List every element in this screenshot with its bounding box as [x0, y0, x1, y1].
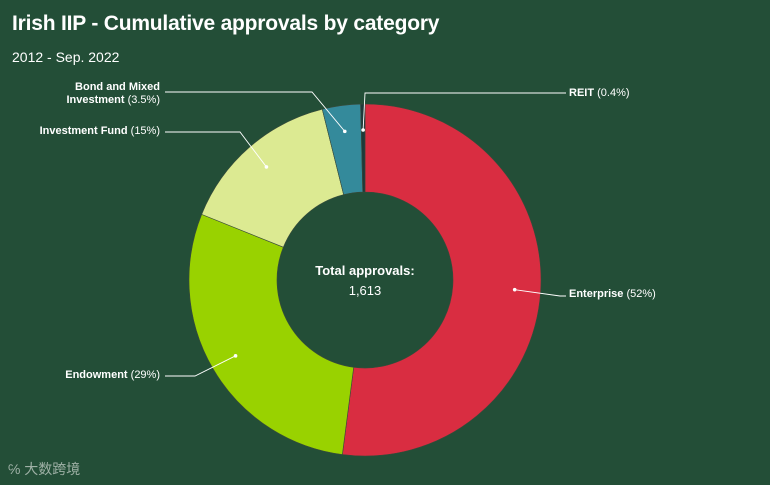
connector-line-bond-and-mixed-investment [165, 91, 346, 132]
slice-label-enterprise: Enterprise (52%) [569, 288, 656, 300]
watermark-text: 大数跨境 [24, 461, 81, 477]
center-value: 1,613 [349, 283, 382, 298]
connector-line-investment-fund [165, 131, 267, 168]
slice-endowment[interactable] [188, 213, 355, 455]
watermark-icon: ℅ [8, 461, 21, 477]
slice-label-reit: REIT (0.4%) [569, 87, 630, 99]
connector-line-endowment [165, 355, 236, 377]
slice-label-endowment: Endowment (29%) [65, 369, 160, 381]
watermark-logo: ℅ 大数跨境 [8, 459, 80, 479]
chart-subtitle: 2012 - Sep. 2022 [12, 49, 120, 65]
slice-enterprise[interactable] [342, 103, 542, 457]
slice-investment-fund[interactable] [201, 108, 344, 248]
slice-reit[interactable] [360, 103, 366, 193]
connector-line-enterprise [514, 289, 566, 297]
center-label: Total approvals: [315, 263, 414, 278]
connector-line-reit [362, 92, 566, 131]
chart-title: Irish IIP - Cumulative approvals by cate… [12, 12, 440, 35]
slice-label-bond-and-mixed-investment: Bond and Mixed Investment (3.5%) [66, 81, 160, 106]
slice-label-investment-fund: Investment Fund (15%) [40, 125, 160, 137]
